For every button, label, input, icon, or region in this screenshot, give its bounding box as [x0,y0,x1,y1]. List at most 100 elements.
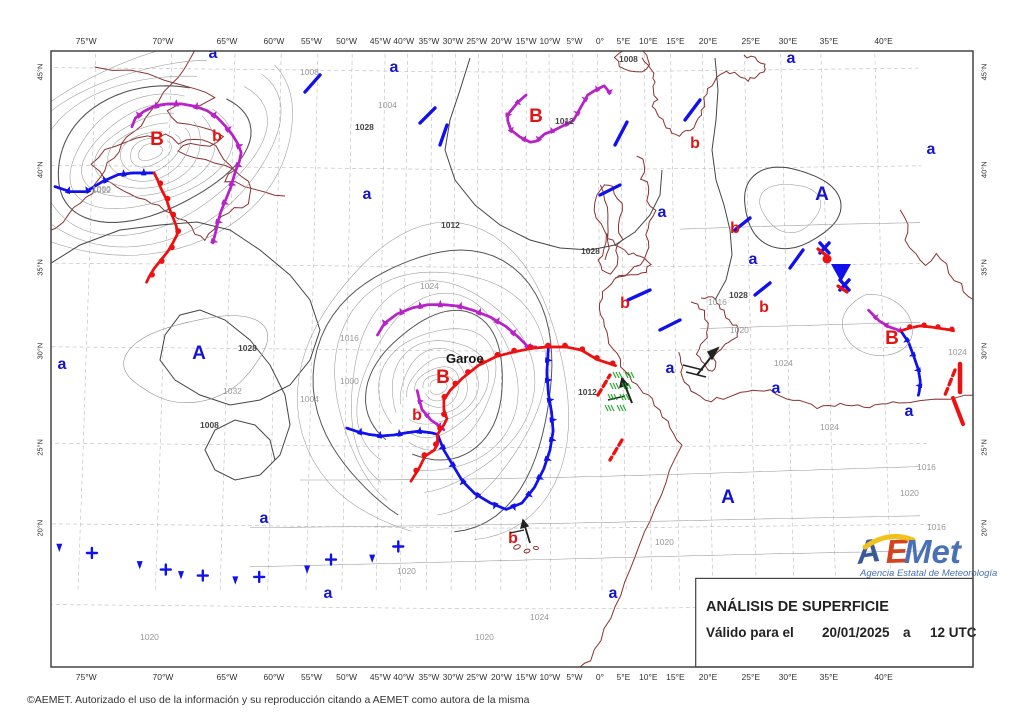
svg-text:5°E: 5°E [617,672,631,682]
svg-text:a: a [363,186,372,203]
svg-text:1020: 1020 [475,632,494,642]
svg-text:a: a [905,403,914,420]
svg-text:25°W: 25°W [466,36,487,46]
svg-text:75°W: 75°W [76,36,97,46]
svg-text:20°N: 20°N [36,520,45,537]
svg-text:5°W: 5°W [566,672,582,682]
svg-text:ANÁLISIS DE SUPERFICIE: ANÁLISIS DE SUPERFICIE [706,598,889,615]
svg-text:15°W: 15°W [516,672,537,682]
svg-text:1020: 1020 [655,537,674,547]
svg-text:20°E: 20°E [699,36,718,46]
svg-text:a: a [609,585,618,602]
svg-text:A: A [192,343,206,364]
svg-text:15°E: 15°E [666,36,685,46]
svg-text:1028: 1028 [729,290,748,300]
svg-text:b: b [620,295,630,312]
svg-text:40°W: 40°W [393,672,414,682]
svg-text:50°W: 50°W [336,672,357,682]
svg-text:40°E: 40°E [874,672,893,682]
svg-text:a: a [666,360,675,377]
svg-text:1028: 1028 [355,122,374,132]
svg-text:5°W: 5°W [566,36,582,46]
svg-text:A: A [815,184,829,205]
svg-text:15°W: 15°W [516,36,537,46]
svg-text:40°N: 40°N [36,161,45,178]
svg-text:5°E: 5°E [617,36,631,46]
svg-text:60°W: 60°W [264,36,285,46]
svg-text:b: b [730,220,740,237]
svg-text:a: a [772,380,781,397]
svg-text:50°W: 50°W [336,36,357,46]
svg-text:45°N: 45°N [36,64,45,81]
svg-text:20/01/2025: 20/01/2025 [822,625,890,640]
svg-text:10°E: 10°E [639,36,658,46]
svg-text:1032: 1032 [223,386,242,396]
svg-text:60°W: 60°W [264,672,285,682]
svg-text:a: a [390,59,399,76]
svg-text:65°W: 65°W [217,672,238,682]
svg-text:1016: 1016 [340,333,359,343]
svg-text:75°W: 75°W [76,672,97,682]
svg-text:70°W: 70°W [153,36,174,46]
svg-text:b: b [412,407,422,424]
svg-text:1008: 1008 [300,67,319,77]
svg-text:B: B [885,328,899,349]
svg-text:30°W: 30°W [443,36,464,46]
svg-text:45°W: 45°W [370,36,391,46]
svg-text:a: a [903,625,911,640]
svg-text:45°W: 45°W [370,672,391,682]
svg-text:Met: Met [904,533,963,570]
svg-text:1012: 1012 [441,220,460,230]
svg-text:a: a [749,251,758,268]
svg-text:10°W: 10°W [539,36,560,46]
svg-text:b: b [759,299,769,316]
svg-text:20°E: 20°E [699,672,718,682]
svg-text:1012: 1012 [555,116,574,126]
svg-text:1020: 1020 [397,566,416,576]
svg-text:10°W: 10°W [539,672,560,682]
svg-text:1012: 1012 [578,387,597,397]
svg-text:0°: 0° [596,36,604,46]
svg-text:45°N: 45°N [980,64,989,81]
svg-text:10°E: 10°E [639,672,658,682]
svg-text:25°W: 25°W [466,672,487,682]
svg-text:1024: 1024 [420,281,439,291]
svg-text:1016: 1016 [927,522,946,532]
svg-text:Agencia Estatal de Meteorologí: Agencia Estatal de Meteorología [859,568,997,579]
svg-text:a: a [927,141,936,158]
svg-text:70°W: 70°W [153,672,174,682]
svg-text:a: a [324,585,333,602]
svg-text:35°W: 35°W [419,672,440,682]
svg-text:1016: 1016 [917,462,936,472]
svg-text:35°W: 35°W [419,36,440,46]
svg-text:1024: 1024 [820,422,839,432]
svg-text:B: B [529,106,543,127]
svg-text:a: a [787,50,796,67]
svg-text:Garoe: Garoe [446,351,484,366]
svg-text:a: a [58,356,67,373]
svg-text:40°E: 40°E [874,36,893,46]
svg-text:b: b [212,128,222,145]
svg-text:20°N: 20°N [980,520,989,537]
svg-text:40°N: 40°N [980,161,989,178]
svg-text:1028: 1028 [238,343,257,353]
svg-text:1004: 1004 [378,100,397,110]
svg-text:©AEMET. Autorizado el uso de l: ©AEMET. Autorizado el uso de la informac… [27,694,530,706]
svg-text:65°W: 65°W [217,36,238,46]
svg-text:35°E: 35°E [820,672,839,682]
svg-text:1020: 1020 [900,488,919,498]
svg-text:1016: 1016 [708,297,727,307]
svg-text:a: a [260,510,269,527]
svg-text:1020: 1020 [140,632,159,642]
svg-text:1028: 1028 [581,246,600,256]
svg-text:30°N: 30°N [36,343,45,360]
svg-text:A: A [721,487,735,508]
svg-text:0°: 0° [596,672,604,682]
svg-text:35°N: 35°N [36,259,45,276]
svg-text:b: b [690,135,700,152]
svg-text:30°N: 30°N [980,343,989,360]
svg-text:12 UTC: 12 UTC [930,625,977,640]
svg-text:25°E: 25°E [742,672,761,682]
svg-text:30°E: 30°E [779,672,798,682]
svg-text:1008: 1008 [619,54,638,64]
